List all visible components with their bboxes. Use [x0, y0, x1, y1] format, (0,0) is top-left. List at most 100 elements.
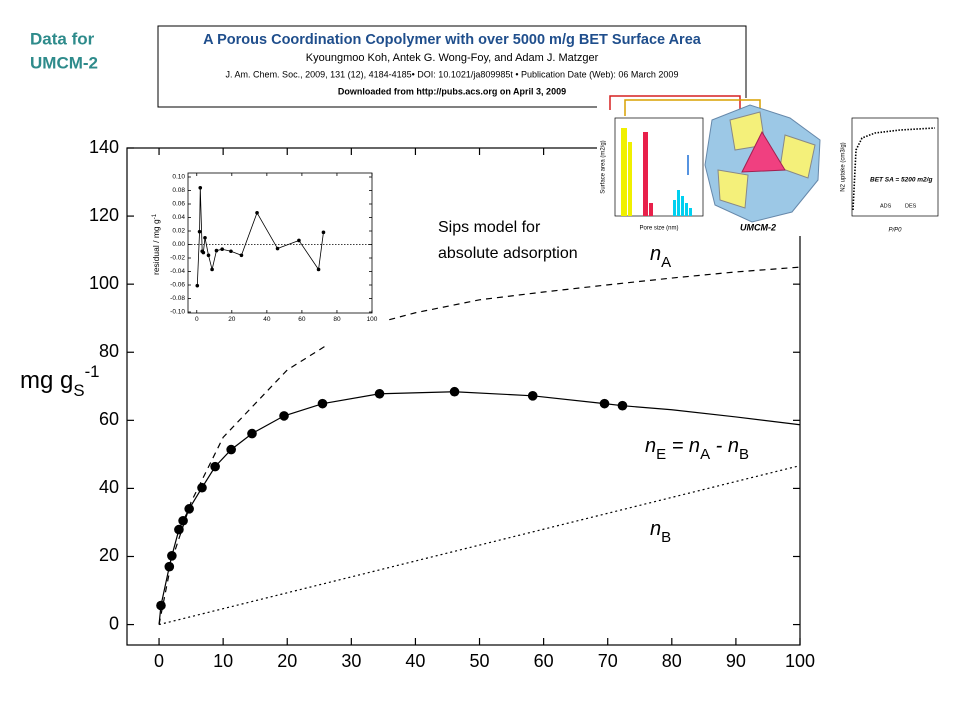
y-tick-label: 40 [99, 477, 119, 497]
series-line [158, 391, 801, 625]
data-point [220, 247, 224, 252]
x-tick-label: 10 [213, 651, 233, 671]
data-point [210, 267, 214, 272]
figure-label: DES [905, 203, 917, 209]
y-tick-label: 0.08 [172, 187, 185, 194]
x-tick-label: 40 [263, 316, 271, 323]
data-point [210, 461, 220, 472]
plot-frame [187, 172, 373, 314]
data-point [617, 400, 628, 411]
series-line [158, 465, 801, 626]
data-point [449, 386, 460, 397]
y-tick-label: 0.02 [172, 228, 185, 235]
figure-thumbnail: Pore size (nm) Surface area (m2/g) UMCM-… [597, 95, 939, 236]
header-line: Data for [30, 29, 95, 48]
data-point [247, 428, 257, 439]
figure-label: P/P0 [888, 228, 902, 234]
data-point [317, 398, 328, 409]
figure-label: UMCM-2 [740, 222, 776, 232]
x-tick-label: 20 [228, 316, 236, 323]
x-tick-label: 50 [470, 651, 490, 671]
figure-bar [621, 128, 627, 216]
citation-box [157, 25, 747, 108]
y-tick-label: 60 [99, 409, 119, 429]
main-chart: 0 20 40 60 80 100 120 140 0 10 20 30 40 50 60 70 80 90 100… [20, 137, 815, 671]
annotation-subscript: A [661, 254, 671, 271]
data-point [156, 600, 166, 611]
data-point [297, 238, 301, 243]
annotation-text: Sips model for [438, 219, 541, 236]
data-point [201, 250, 206, 255]
x-tick-label: 100 [785, 651, 815, 671]
citation-reference: J. Am. Chem. Soc., 2009, 131 (12), 4184-… [226, 69, 679, 79]
y-tick-label: 120 [89, 205, 119, 225]
data-point [167, 551, 177, 561]
x-tick-label: 40 [405, 651, 425, 671]
x-tick-label: 20 [277, 651, 297, 671]
data-point [174, 524, 184, 535]
data-point [184, 504, 194, 514]
figure-bar [673, 200, 676, 216]
subscript: S [73, 381, 84, 400]
x-tick-label: 70 [598, 651, 618, 671]
superscript: -1 [152, 213, 158, 219]
annotation-subscript: E [656, 446, 666, 463]
header-line: UMCM-2 [30, 53, 98, 72]
figure-bar [649, 203, 653, 216]
y-tick-label: 0.00 [172, 241, 185, 248]
annotation: Sips model for [438, 219, 541, 236]
figure-label: Surface area (m2/g) [601, 140, 607, 193]
data-point [527, 391, 538, 401]
y-tick-label: 20 [99, 545, 119, 565]
data-point [316, 267, 321, 272]
data-point [599, 398, 610, 409]
series-line [158, 266, 801, 625]
annotation-text: n [650, 243, 661, 265]
plot-frame [126, 147, 801, 646]
inset-bg [146, 168, 386, 346]
citation-download: Downloaded from http://pubs.acs.org on A… [338, 86, 566, 96]
data-point [197, 482, 207, 493]
superscript: -1 [85, 362, 100, 381]
x-tick-label: 60 [534, 651, 554, 671]
x-tick-label: 30 [341, 651, 361, 671]
text-part: mg g [20, 367, 73, 394]
x-tick-label: 80 [333, 316, 341, 323]
y-tick-label: -0.08 [170, 295, 185, 302]
figure-arrow [624, 99, 761, 116]
figure-shape [717, 169, 749, 209]
figure-shape [779, 134, 816, 179]
y-axis-label: residual / mg g-1 [151, 213, 161, 275]
annotation-text: absolute adsorption [438, 245, 578, 262]
y-tick-label: 140 [89, 137, 119, 157]
figure-arrow [609, 95, 741, 112]
data-point [214, 248, 219, 253]
y-axis-label: mg gS-1 [20, 362, 99, 400]
figure-bar [628, 142, 632, 216]
data-point [164, 561, 175, 572]
text-part: residual / mg g [151, 219, 161, 275]
figure-curve [852, 127, 936, 211]
x-tick-label: 90 [726, 651, 746, 671]
data-point [195, 283, 200, 288]
annotation-text: = n [666, 435, 700, 457]
y-tick-label: -0.04 [170, 268, 185, 275]
y-tick-label: -0.10 [170, 309, 185, 316]
data-point [178, 515, 188, 526]
y-tick-label: 0.10 [172, 174, 185, 181]
annotation: nB [650, 518, 671, 546]
figure-shape [741, 130, 786, 173]
data-point [374, 388, 385, 399]
data-point [206, 253, 211, 258]
annotation-text: n [645, 435, 656, 457]
data-point [229, 249, 233, 254]
figure-label: BET SA = 5200 m2/g [870, 177, 932, 184]
data-point [239, 253, 244, 258]
x-tick-label: 80 [662, 651, 682, 671]
data-point [275, 246, 280, 251]
data-point [321, 230, 326, 235]
y-tick-label: 0.06 [172, 201, 185, 208]
y-tick-label: 80 [99, 341, 119, 361]
